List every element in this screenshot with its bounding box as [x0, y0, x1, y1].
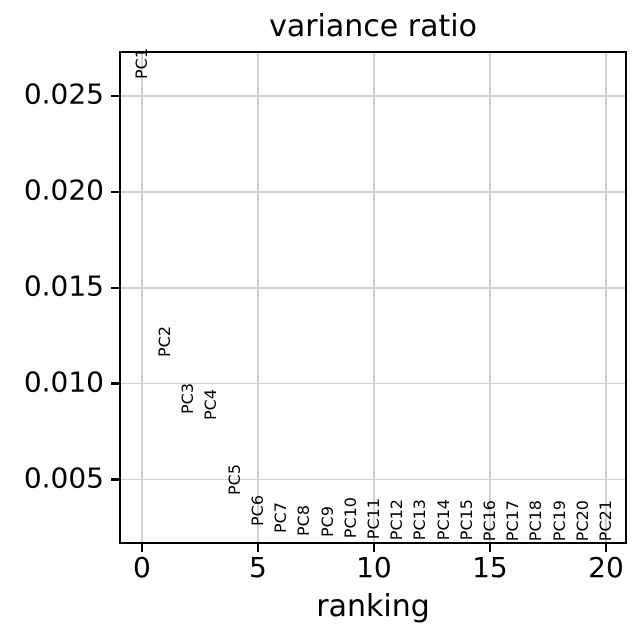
- x-tick-label: 0: [132, 551, 151, 584]
- pc-annotation: PC10: [340, 497, 360, 539]
- y-tick-mark: [111, 382, 119, 385]
- y-tick-mark: [111, 190, 119, 194]
- gridline-horizontal: [121, 191, 625, 193]
- gridline-horizontal: [121, 95, 625, 97]
- pc-annotation: PC5: [224, 464, 244, 495]
- pc-annotation: PC8: [294, 505, 314, 537]
- pc-annotation: PC1: [131, 47, 151, 79]
- x-tick-mark: [256, 544, 260, 552]
- pc-annotation: PC15: [456, 499, 476, 541]
- y-tick-mark: [111, 286, 119, 290]
- y-tick-label: 0.010: [23, 365, 104, 399]
- gridline-vertical: [489, 53, 491, 542]
- x-tick-label: 15: [472, 551, 508, 584]
- gridline-vertical: [257, 53, 259, 542]
- pc-annotation: PC20: [572, 500, 592, 542]
- gridline-vertical: [373, 53, 375, 542]
- x-tick-label: 20: [588, 551, 624, 584]
- x-tick-mark: [488, 544, 492, 552]
- pc-annotation: PC18: [526, 499, 546, 542]
- gridline-horizontal: [121, 287, 625, 289]
- pc-annotation: PC9: [317, 506, 337, 538]
- x-tick-mark: [604, 544, 608, 552]
- pc-annotation: PC6: [247, 494, 267, 526]
- y-tick-mark: [111, 478, 119, 481]
- y-tick-label: 0.020: [23, 173, 104, 207]
- pc-annotation: PC4: [201, 389, 221, 421]
- pc-annotation: PC21: [595, 500, 615, 542]
- chart-title: variance ratio: [269, 9, 477, 44]
- gridline-horizontal: [121, 478, 625, 481]
- pc-annotation: PC19: [549, 500, 569, 542]
- pc-annotation: PC3: [178, 383, 198, 415]
- pc-annotation: PC2: [155, 325, 175, 357]
- y-tick-label: 0.015: [23, 269, 104, 303]
- gridline-horizontal: [121, 383, 625, 385]
- pc-annotation: PC12: [387, 498, 407, 540]
- x-tick-label: 5: [248, 551, 267, 584]
- pc-annotation: PC7: [271, 502, 291, 534]
- pc-annotation: PC16: [479, 499, 499, 541]
- y-tick-label: 0.005: [23, 460, 104, 494]
- pc-annotation: PC11: [363, 498, 383, 540]
- x-axis-label: ranking: [316, 589, 430, 624]
- gridline-vertical: [605, 53, 607, 542]
- pc-annotation: PC14: [433, 499, 453, 541]
- x-tick-label: 10: [356, 551, 392, 584]
- y-tick-mark: [111, 94, 119, 98]
- y-tick-label: 0.025: [23, 77, 104, 111]
- x-tick-mark: [372, 544, 376, 552]
- gridline-vertical: [141, 53, 143, 542]
- pc-annotation: PC13: [410, 499, 430, 541]
- pc-annotation: PC17: [503, 499, 523, 542]
- plot-area: 0 5 10 15 20 0.005 0.010 0.015 0.020 0.025 PC1 PC2 P…: [24, 47, 627, 582]
- x-tick-mark: [140, 544, 144, 552]
